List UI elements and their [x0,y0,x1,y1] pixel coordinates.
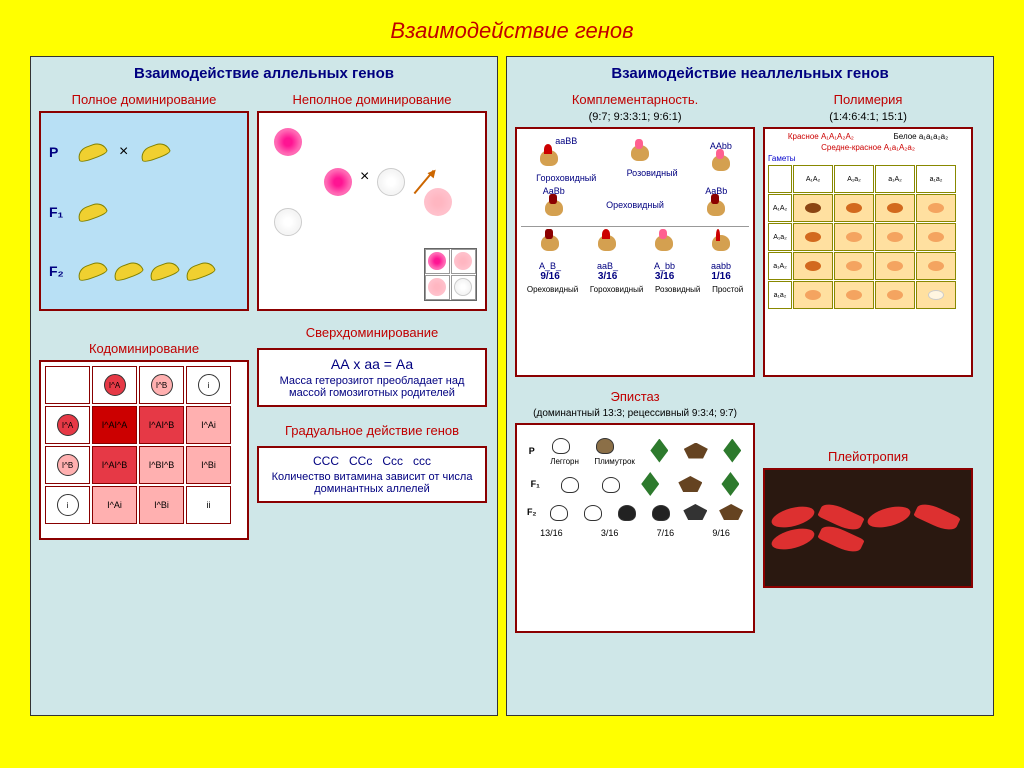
overdominance-title: Сверхдоминирование [257,325,487,340]
f2p1: Гороховидный [590,285,643,294]
ep-f2: F₂ [527,507,537,517]
poly-red: Красное A₁A₁A₂A₂ [788,132,854,141]
gradual-title: Градуальное действие генов [257,423,487,438]
overdominance-box: АА х аа = Аа Масса гетерозигот преоблада… [257,348,487,407]
poly-ratios: (1:4:6:4:1; 15:1) [763,111,973,123]
gradual-alleles: ССС ССс Ссс ссс [265,454,479,468]
codominance-title: Кодоминирование [39,341,249,356]
ef2: 7/16 [657,528,675,538]
compl-ratios: (9:7; 9:3:3:1; 9:6:1) [515,111,755,123]
polymery-grid: A₁A₂A₁a₂a₁A₂a₁a₂ A₁A₂ A₁a₂ a₁A₂ a₁a₂ [768,165,968,309]
f2g0: A_B_ [539,261,561,271]
poly-f1: Средне-красное A₁a₁A₂a₂ [821,143,915,152]
main-title: Взаимодействие генов [0,0,1024,56]
gametes-lbl: Гаметы [768,154,968,163]
f2f1: 3/16 [598,271,617,282]
f1-label: F₁ [49,204,71,220]
p-label: P [49,144,71,160]
nonallelic-panel: Взаимодействие неаллельных генов Комплем… [506,56,994,716]
codominance-box: I^A I^B i I^A I^AI^AI^AI^BI^Ai I^B I^AI^… [39,360,249,540]
leghorn: Леггорн [550,457,579,466]
plymouth: Плимутрок [594,457,635,466]
f2p2: Розовидный [655,285,700,294]
phen-walnut: Ореховидный [606,200,664,210]
overdom-text: Масса гетерозигот преобладает над массой… [265,375,479,399]
poly-white: Белое a₁a₁a₂a₂ [894,132,949,141]
phen-rose: Розовидный [627,168,678,178]
incomplete-title: Неполное доминирование [257,92,487,107]
f2p3: Простой [712,285,743,294]
overdom-formula: АА х аа = Аа [265,356,479,372]
ef3: 9/16 [712,528,730,538]
incomplete-box: × [257,111,487,311]
allelic-panel: Взаимодействие аллельных генов Полное до… [30,56,498,716]
phen-pea: Гороховидный [536,173,596,183]
f2-label: F₂ [49,263,71,279]
epist-ratios: (доминантный 13:3; рецессивный 9:3:4; 9:… [515,408,755,419]
ef0: 13/16 [540,528,563,538]
dominance-box: P× F₁ F₂ [39,111,249,311]
polymery-box: Красное A₁A₁A₂A₂ Белое a₁a₁a₂a₂ Средне-к… [763,127,973,377]
f2f2: 3/16 [655,271,674,282]
ef1: 3/16 [601,528,619,538]
f2f3: 1/16 [711,271,730,282]
pleio-title: Плейотропия [763,449,973,464]
f2p0: Ореховидный [527,285,578,294]
complementarity-box: aaBBГороховидный Розовидный AAbb AaBb Ор… [515,127,755,377]
panels-container: Взаимодействие аллельных генов Полное до… [0,56,1024,716]
punnett-incomplete [424,248,477,301]
gradual-box: ССС ССс Ссс ссс Количество витамина зави… [257,446,487,503]
epist-title: Эпистаз [515,389,755,404]
compl-title: Комплементарность. [515,92,755,107]
gradual-text: Количество витамина зависит от числа дом… [265,471,479,495]
f2f0: 9/16 [540,271,559,282]
nonallelic-title: Взаимодействие неаллельных генов [515,65,985,82]
allelic-title: Взаимодействие аллельных генов [39,65,489,82]
epistasis-box: P Леггорн Плимутрок F₁ F₂ 13/16 [515,423,755,633]
pleiotropy-box [763,468,973,588]
f2g3: aabb [711,261,731,271]
poly-title: Полимерия [763,92,973,107]
f2g1: aaB_ [597,261,618,271]
ep-f1: F₁ [531,479,540,489]
ep-p: P [529,446,535,456]
dominance-title: Полное доминирование [39,92,249,107]
f2g2: A_bb [654,261,675,271]
